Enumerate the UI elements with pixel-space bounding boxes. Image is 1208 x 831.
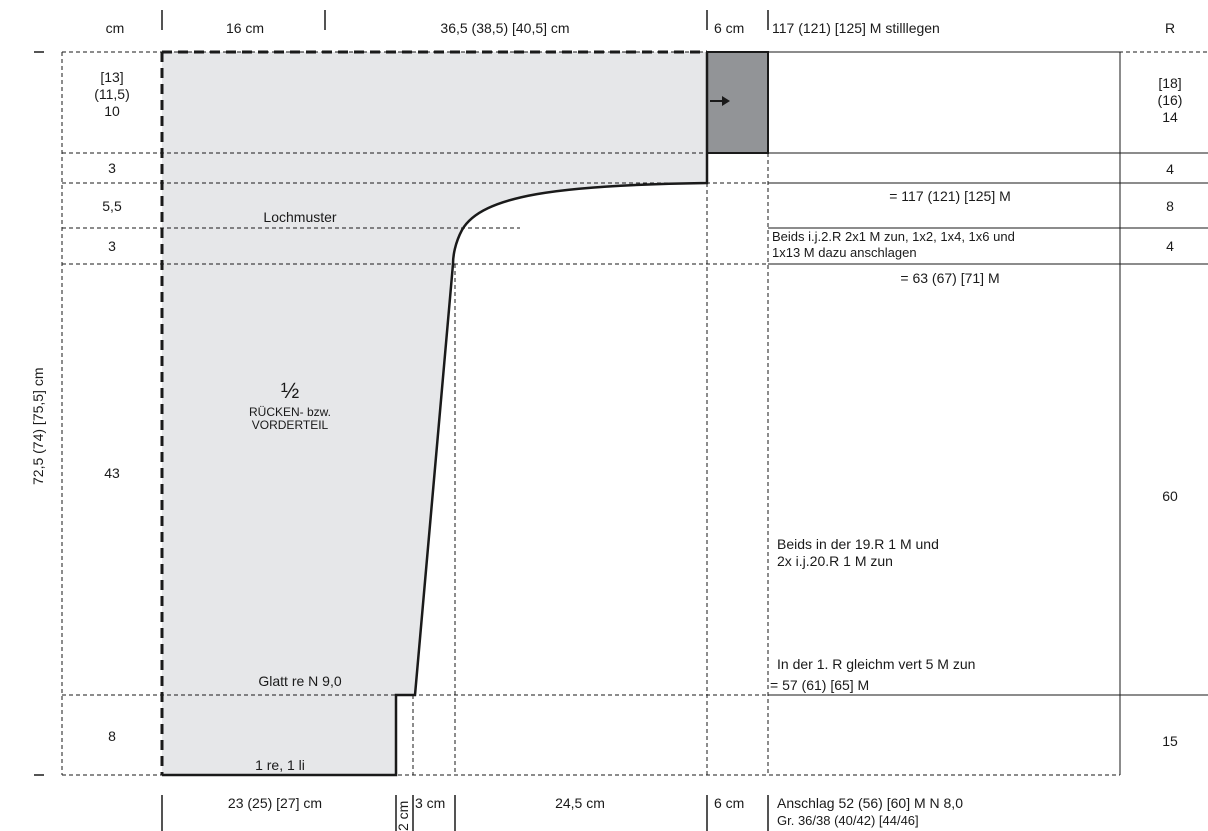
piece-name-2: VORDERTEIL	[251, 418, 329, 432]
footer-width-6cm: 6 cm	[714, 795, 745, 811]
note-63: = 63 (67) [71] M	[900, 270, 1000, 286]
fraction-half: ½	[280, 378, 300, 403]
note-r1-line1: In der 1. R gleichm vert 5 M zun	[777, 656, 976, 672]
note-beids1-line1: Beids i.j.2.R 2x1 M zun, 1x2, 1x4, 1x6 u…	[772, 229, 1015, 244]
arrow-icon	[710, 96, 730, 106]
sleeve-extension	[706, 51, 769, 154]
height-shoulder-1: [13]	[100, 69, 124, 85]
rows-3: 4	[1166, 238, 1174, 254]
label-rib: 1 re, 1 li	[255, 757, 305, 773]
rows-shoulder-3: 14	[1162, 109, 1178, 125]
note-beids2-line1: Beids in der 19.R 1 M und	[777, 536, 939, 552]
note-117: = 117 (121) [125] M	[889, 188, 1011, 204]
note-beids2-line2: 2x i.j.20.R 1 M zun	[777, 553, 893, 569]
height-shoulder-2: (11,5)	[94, 86, 130, 102]
height-2: 5,5	[102, 198, 122, 214]
rows-1: 4	[1166, 161, 1174, 177]
piece-fill	[162, 52, 707, 775]
height-3: 3	[108, 238, 116, 254]
footer-width-3cm: 3 cm	[415, 795, 446, 811]
header-cm: cm	[105, 20, 125, 36]
rows-2: 8	[1166, 198, 1174, 214]
footer-width-rib: 23 (25) [27] cm	[227, 795, 323, 811]
footer-cast-on: Anschlag 52 (56) [60] M N 8,0	[777, 795, 963, 811]
note-beids1-line2: 1x13 M dazu anschlagen	[772, 245, 917, 260]
rows-rib: 15	[1162, 733, 1178, 749]
total-height: 72,5 (74) [75,5] cm	[30, 367, 46, 485]
height-1: 3	[108, 160, 116, 176]
height-rib: 8	[108, 728, 116, 744]
header-width-main: 36,5 (38,5) [40,5] cm	[440, 20, 570, 36]
label-glatt: Glatt re N 9,0	[258, 673, 342, 689]
note-r1-line2: = 57 (61) [65] M	[770, 677, 870, 693]
rows-body: 60	[1162, 488, 1178, 504]
height-shoulder-3: 10	[104, 103, 120, 119]
label-lochmuster: Lochmuster	[263, 209, 337, 225]
header-rows: R	[1164, 20, 1176, 36]
rows-shoulder-1: [18]	[1158, 75, 1182, 91]
footer-sizes: Gr. 36/38 (40/42) [44/46]	[777, 813, 919, 828]
piece-outline	[162, 52, 709, 777]
footer-width-2cm: 2 cm	[395, 800, 411, 831]
footer-width-mid: 24,5 cm	[555, 795, 605, 811]
rows-shoulder-2: (16)	[1157, 92, 1183, 108]
height-body: 43	[104, 465, 120, 481]
header-width-left: 16 cm	[225, 20, 265, 36]
header-stitches-hold: 117 (121) [125] M stilllegen	[772, 20, 940, 36]
header-width-sleeve: 6 cm	[714, 20, 745, 36]
piece-name-1: RÜCKEN- bzw.	[248, 405, 331, 419]
